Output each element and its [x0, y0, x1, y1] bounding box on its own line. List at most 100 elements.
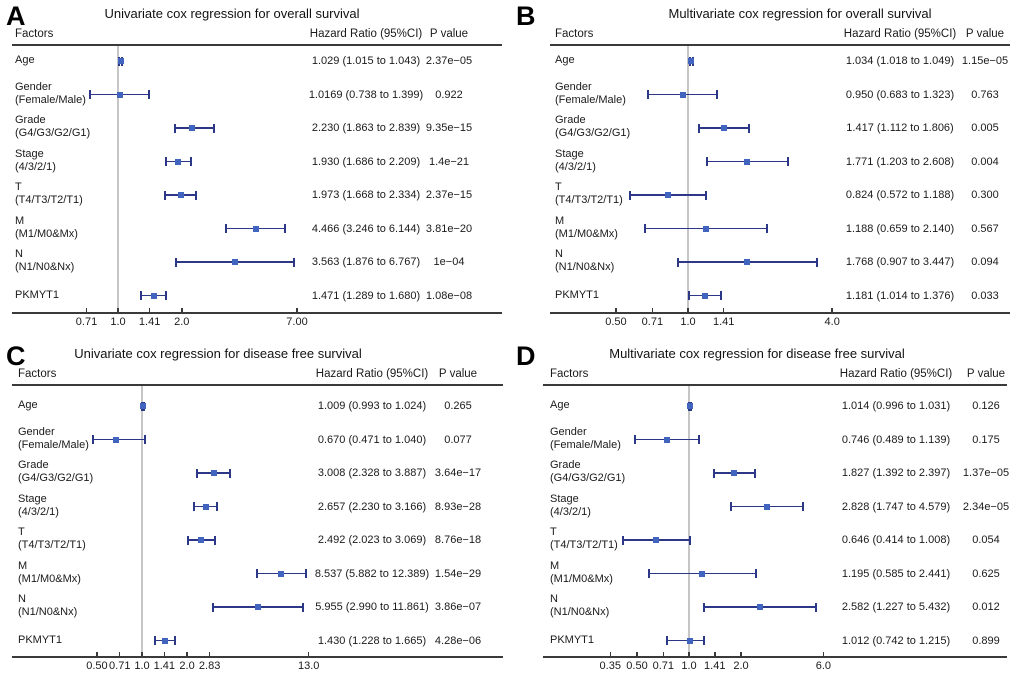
factor-name: PKMYT1: [18, 633, 63, 646]
p-value: 0.922: [435, 88, 463, 101]
factor-sublabel: (G4/G3/G2/G1): [550, 472, 626, 484]
factor-sublabel: (N1/N0&Nx): [15, 261, 75, 273]
x-axis-tick-label: 13.0: [298, 660, 320, 672]
ci-cap-low: [174, 123, 177, 133]
x-axis-tick-label: 1.0: [110, 316, 126, 328]
factor-sublabel: (Female/Male): [18, 438, 89, 451]
hazard-ratio-point-marker: [757, 604, 764, 610]
column-header-p-value: P value: [966, 368, 1006, 380]
ci-cap-high: [786, 157, 789, 166]
x-axis-tick: [118, 652, 121, 656]
ci-cap-high: [702, 636, 705, 645]
hazard-ratio-ci-value: 1.188 (0.659 to 2.140): [845, 222, 955, 235]
hazard-ratio-point-marker: [117, 58, 124, 64]
p-value: 0.033: [971, 289, 999, 302]
ci-cap-low: [688, 291, 691, 300]
ci-cap-low: [154, 636, 157, 645]
ci-cap-low: [712, 468, 715, 478]
hazard-ratio-ci-value: 1.973 (1.668 to 2.334): [311, 189, 421, 201]
ci-cap-low: [698, 123, 701, 133]
factor-name: N: [555, 248, 563, 260]
hazard-ratio-ci-value: 2.582 (1.227 to 5.432): [841, 601, 951, 613]
ci-cap-high: [802, 502, 805, 511]
hazard-ratio-point-marker: [702, 225, 709, 232]
ci-cap-low: [92, 435, 95, 444]
factor-label: Grade (G4/G3/G2/G1): [15, 114, 90, 140]
x-axis-tick-label: 1.41: [153, 660, 176, 672]
factor-name: M: [550, 559, 560, 572]
p-value: 1.4e−21: [428, 155, 470, 168]
factor-sublabel: (T4/T3/T2/T1): [18, 539, 86, 551]
reference-line-hr1: [117, 46, 119, 312]
factor-sublabel: (Female/Male): [550, 438, 621, 451]
header-underline: [12, 384, 503, 386]
factor-sublabel: (4/3/2/1): [15, 160, 56, 173]
hazard-ratio-point-marker: [278, 570, 285, 577]
p-value: 0.899: [972, 634, 1000, 647]
factor-label: PKMYT1: [15, 289, 59, 302]
factor-label: Age: [18, 399, 38, 412]
factor-name: Stage: [550, 492, 579, 505]
x-axis-line: [550, 312, 1010, 314]
panel-c: C Univariate cox regression for disease f…: [0, 340, 510, 680]
factor-name: Stage: [18, 492, 47, 505]
ci-cap-low: [634, 435, 637, 444]
ci-cap-low: [729, 502, 732, 511]
factor-sublabel: (M1/M0&Mx): [18, 572, 81, 585]
factor-sublabel: (N1/N0&Nx): [555, 261, 615, 273]
factor-label: M (M1/M0&Mx): [15, 215, 78, 241]
ci-cap-high: [147, 90, 150, 99]
ci-cap-high: [229, 468, 232, 478]
ci-cap-low: [193, 502, 196, 511]
ci-cap-high: [301, 602, 304, 612]
hazard-ratio-ci-value: 1.0169 (0.738 to 1.399): [308, 88, 424, 101]
hazard-ratio-point-marker: [188, 125, 195, 131]
hazard-ratio-point-marker: [688, 58, 695, 64]
hazard-ratio-point-marker: [687, 403, 694, 409]
ci-cap-low: [174, 257, 177, 267]
p-value: 1.37e−05: [962, 467, 1010, 479]
p-value: 0.625: [972, 567, 1000, 580]
hazard-ratio-ci-value: 3.008 (2.328 to 3.887): [317, 467, 427, 479]
column-header-factors: Factors: [555, 28, 594, 40]
hazard-ratio-ci-value: 2.492 (2.023 to 3.069): [317, 534, 427, 546]
p-value: 1.15e−05: [961, 55, 1009, 67]
x-axis-tick-label: 2.0: [179, 660, 195, 672]
ci-cap-low: [706, 157, 709, 166]
factor-sublabel: (N1/N0&Nx): [18, 606, 78, 618]
factor-name: M: [555, 214, 565, 227]
ci-cap-high: [754, 569, 757, 578]
hazard-ratio-point-marker: [231, 259, 238, 265]
x-axis-tick: [615, 308, 617, 312]
x-axis-tick-label: 1.41: [138, 316, 161, 328]
hazard-ratio-point-marker: [653, 537, 660, 543]
p-value: 0.005: [971, 122, 999, 134]
factor-sublabel: (T4/T3/T2/T1): [550, 539, 618, 551]
factor-name: Grade: [555, 114, 586, 126]
ci-cap-high: [284, 224, 287, 233]
ci-cap-low: [164, 190, 167, 200]
factor-label: Age: [555, 54, 575, 67]
ci-cap-high: [753, 468, 756, 478]
hazard-ratio-ci-value: 1.009 (0.993 to 1.024): [317, 400, 427, 412]
ci-cap-high: [164, 291, 167, 300]
x-axis-tick-label: 2.83: [198, 660, 221, 672]
ci-cap-low: [621, 535, 624, 545]
hazard-ratio-point-marker: [664, 192, 671, 198]
x-axis-tick-label: 0.71: [641, 316, 664, 328]
column-header-hazard-ratio: Hazard Ratio (95%CI): [309, 28, 423, 40]
factor-label: PKMYT1: [550, 634, 594, 647]
ci-cap-high: [704, 190, 707, 200]
factor-sublabel: (M1/M0&Mx): [15, 227, 78, 240]
factor-sublabel: (G4/G3/G2/G1): [15, 127, 91, 139]
ci-cap-high: [292, 257, 295, 267]
factor-name: Grade: [18, 459, 49, 471]
factor-name: Stage: [555, 147, 584, 160]
p-value: 2.34e−05: [962, 500, 1010, 513]
ci-cap-high: [189, 157, 192, 166]
factor-label: Grade (G4/G3/G2/G1): [555, 114, 630, 140]
hazard-ratio-ci-value: 1.012 (0.742 to 1.215): [841, 634, 951, 647]
x-axis-tick-label: 7.00: [286, 316, 308, 328]
ci-cap-high: [194, 190, 197, 200]
x-axis-tick-label: 1.41: [713, 316, 735, 328]
